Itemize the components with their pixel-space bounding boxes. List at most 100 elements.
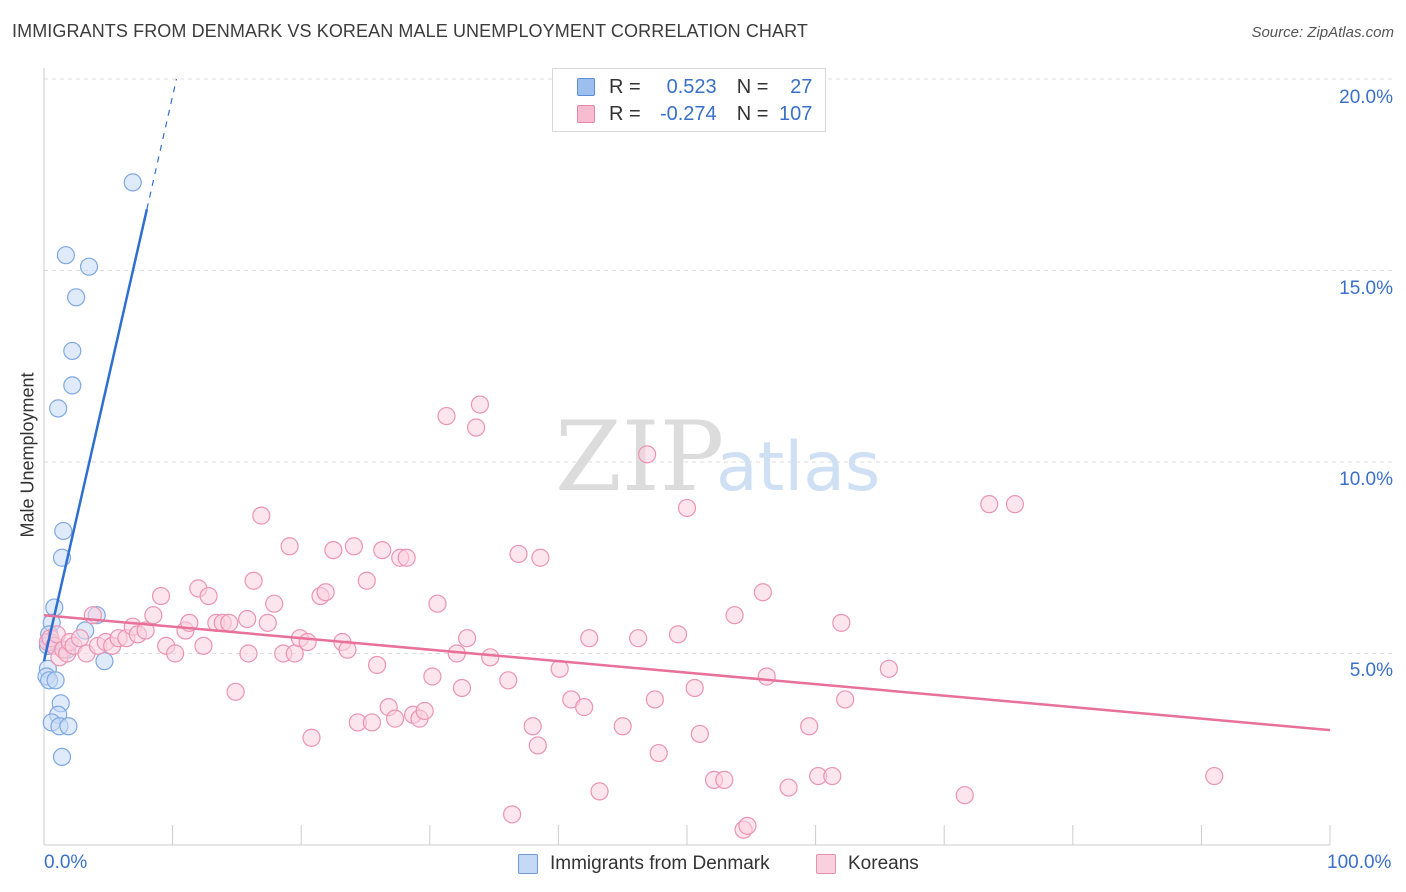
series-legend: Immigrants from Denmark Koreans [0, 850, 1406, 878]
point-koreans [194, 636, 213, 655]
point-koreans [509, 544, 528, 564]
point-koreans [753, 583, 772, 602]
point-koreans [423, 667, 442, 686]
y-tick-label: 20.0% [1339, 87, 1393, 108]
point-koreans [239, 644, 258, 663]
point-koreans [144, 606, 163, 625]
point-koreans [344, 537, 364, 556]
trend-lines [42, 78, 1331, 732]
y-tick-label: 5.0% [1349, 660, 1393, 681]
point-koreans [385, 709, 405, 728]
point-denmark [49, 399, 68, 418]
point-koreans [690, 724, 709, 744]
n-value: 107 [779, 102, 813, 125]
point-koreans [244, 571, 263, 590]
point-koreans [357, 571, 376, 590]
point-koreans [800, 717, 819, 736]
point-koreans [955, 786, 974, 805]
trend-line-denmark-extension [146, 78, 178, 210]
point-koreans [757, 667, 776, 686]
legend-row-denmark: R = 0.523 N = 27 [577, 75, 812, 99]
point-koreans [715, 770, 734, 789]
point-koreans [415, 701, 434, 721]
point-koreans [136, 621, 155, 640]
point-koreans [1005, 495, 1025, 514]
point-koreans [397, 548, 416, 567]
chart-title: IMMIGRANTS FROM DENMARK VS KOREAN MALE U… [12, 21, 808, 41]
point-koreans [879, 659, 899, 678]
point-denmark [67, 288, 86, 307]
n-label: N = [736, 102, 769, 125]
point-koreans [470, 395, 490, 414]
correlation-legend: R = 0.523 N = 27 R = -0.274 N = 107 [552, 68, 826, 132]
point-koreans [613, 717, 632, 736]
point-koreans [980, 495, 999, 514]
y-axis-label: Male Unemployment [17, 372, 38, 538]
n-label: N = [736, 75, 769, 98]
point-koreans [832, 613, 851, 632]
legend-label-denmark: Immigrants from Denmark [550, 853, 770, 874]
point-koreans [280, 537, 299, 556]
point-koreans [523, 717, 542, 736]
legend-item-denmark[interactable]: Immigrants from Denmark [518, 850, 770, 878]
watermark: ZIP atlas [555, 401, 880, 513]
point-koreans [258, 613, 277, 632]
point-denmark [79, 257, 99, 276]
point-koreans [779, 778, 798, 797]
point-koreans [677, 498, 697, 518]
point-koreans [265, 594, 284, 613]
point-koreans [298, 632, 317, 652]
trend-line-denmark [42, 208, 149, 662]
point-koreans [823, 766, 842, 786]
point-koreans [685, 678, 704, 698]
legend-swatch-denmark [577, 78, 595, 96]
point-koreans [324, 540, 343, 560]
point-koreans [668, 625, 688, 644]
trend-line-koreans [43, 613, 1331, 732]
point-denmark [56, 246, 75, 265]
point-koreans [151, 586, 171, 606]
point-koreans [437, 406, 456, 426]
legend-item-koreans[interactable]: Koreans [816, 850, 919, 878]
point-koreans [316, 583, 335, 602]
point-koreans [590, 782, 609, 801]
point-denmark [54, 521, 73, 541]
axes [43, 68, 1331, 846]
point-koreans [503, 805, 522, 824]
data-points [37, 173, 1224, 839]
n-value: 27 [790, 75, 813, 98]
legend-label-koreans: Koreans [848, 853, 919, 874]
legend-swatch-denmark [518, 854, 538, 874]
point-denmark [59, 717, 78, 736]
point-denmark [63, 376, 82, 395]
legend-swatch-koreans [577, 105, 595, 123]
point-koreans [457, 629, 477, 648]
r-value: 0.523 [666, 75, 717, 98]
point-denmark [123, 173, 142, 192]
point-denmark [46, 671, 65, 690]
point-koreans [575, 698, 594, 717]
point-koreans [531, 548, 550, 567]
point-koreans [528, 736, 547, 755]
point-koreans [226, 682, 245, 701]
point-koreans [725, 606, 744, 625]
point-koreans [362, 713, 382, 732]
point-koreans [645, 690, 664, 709]
point-denmark [63, 341, 82, 361]
point-koreans [1205, 766, 1224, 786]
y-tick-label: 10.0% [1339, 469, 1393, 490]
grid [44, 78, 1394, 654]
point-koreans [252, 506, 271, 525]
point-koreans [629, 629, 648, 648]
point-koreans [452, 678, 472, 698]
point-koreans [302, 728, 321, 747]
legend-swatch-koreans [816, 854, 836, 874]
point-koreans [428, 594, 447, 613]
legend-row-koreans: R = -0.274 N = 107 [577, 102, 812, 126]
point-koreans [836, 690, 855, 709]
r-value: -0.274 [659, 102, 717, 125]
point-koreans [738, 816, 757, 835]
point-koreans [70, 629, 90, 648]
point-koreans [367, 655, 387, 675]
